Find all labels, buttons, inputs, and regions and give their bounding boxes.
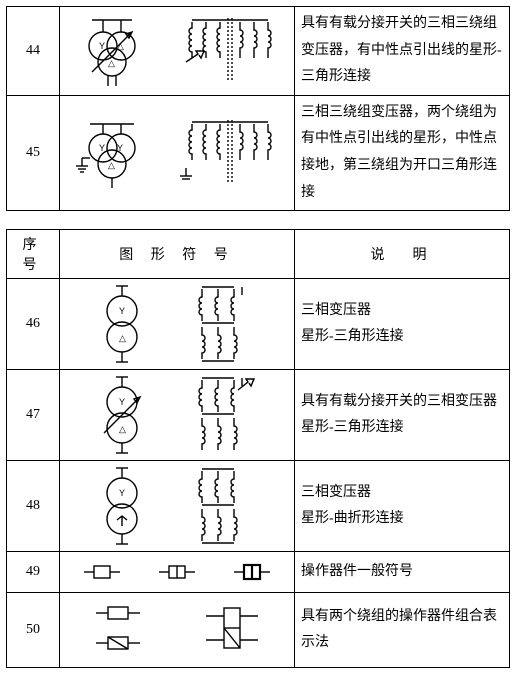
symbol-cell: Y xyxy=(60,461,295,552)
row-description: 操作器件一般符号 xyxy=(295,552,510,593)
svg-text:△: △ xyxy=(108,160,115,170)
symbol-cell: Y△△ xyxy=(60,7,295,96)
row-number: 45 xyxy=(7,95,60,210)
symbol-cell xyxy=(60,552,295,593)
svg-text:△: △ xyxy=(119,424,126,434)
row-description: 具有有载分接开关的三相变压器星形-三角形连接 xyxy=(295,370,510,461)
row-description: 三相变压器星形-曲折形连接 xyxy=(295,461,510,552)
svg-text:△: △ xyxy=(108,58,115,68)
transformer-yd-icon: Y△ xyxy=(72,281,282,367)
table-row: 48 Y 三相变压器星形-曲折形连接 xyxy=(7,461,510,552)
transformer-3wdg-oltc-icon: Y△△ xyxy=(72,12,282,90)
transformer-yz-icon: Y xyxy=(72,463,282,549)
transformer-3wdg-gnd-icon: Y Y△ xyxy=(72,114,282,192)
table-row: 45 Y Y△ xyxy=(7,95,510,210)
table-gap xyxy=(6,211,510,229)
actuator-general-icon xyxy=(72,554,282,590)
svg-text:△: △ xyxy=(119,333,126,343)
table-row: 49 操作器件一般符号 xyxy=(7,552,510,593)
symbol-cell: Y△ xyxy=(60,370,295,461)
symbol-table-1: 44 Y△△ xyxy=(6,6,510,211)
actuator-2wdg-icon xyxy=(72,595,282,665)
transformer-yd-oltc-icon: Y△ xyxy=(72,372,282,458)
symbol-cell: Y Y△ xyxy=(60,95,295,210)
table-header-row: 序号 图 形 符 号 说 明 xyxy=(7,230,510,279)
symbol-table-2: 序号 图 形 符 号 说 明 46 Y△ 三相变压器星形- xyxy=(6,229,510,668)
row-description: 具有两个绕组的操作器件组合表示法 xyxy=(295,593,510,668)
row-number: 50 xyxy=(7,593,60,668)
table-row: 46 Y△ 三相变压器星形-三角形连接 xyxy=(7,279,510,370)
svg-text:Y: Y xyxy=(117,143,123,153)
symbol-cell: Y△ xyxy=(60,279,295,370)
row-number: 47 xyxy=(7,370,60,461)
svg-text:Y: Y xyxy=(99,143,105,153)
table-row: 47 Y△ 具有有载分接开关的三相变压器星形-三角形连接 xyxy=(7,370,510,461)
row-number: 44 xyxy=(7,7,60,96)
table-row: 44 Y△△ xyxy=(7,7,510,96)
svg-text:Y: Y xyxy=(99,41,105,51)
svg-text:Y: Y xyxy=(119,488,125,498)
col-header-num: 序号 xyxy=(7,230,60,279)
row-description: 三相三绕组变压器，两个绕组为有中性点引出线的星形，中性点接地，第三绕组为开口三角… xyxy=(295,95,510,210)
col-header-desc: 说 明 xyxy=(295,230,510,279)
row-number: 46 xyxy=(7,279,60,370)
col-header-sym: 图 形 符 号 xyxy=(60,230,295,279)
row-description: 三相变压器星形-三角形连接 xyxy=(295,279,510,370)
row-description: 具有有载分接开关的三相三绕组变压器，有中性点引出线的星形-三角形连接 xyxy=(295,7,510,96)
svg-text:Y: Y xyxy=(119,397,125,407)
table-row: 50 具有两个绕组的操作器件组合表示法 xyxy=(7,593,510,668)
symbol-cell xyxy=(60,593,295,668)
row-number: 49 xyxy=(7,552,60,593)
svg-text:Y: Y xyxy=(119,306,125,316)
row-number: 48 xyxy=(7,461,60,552)
